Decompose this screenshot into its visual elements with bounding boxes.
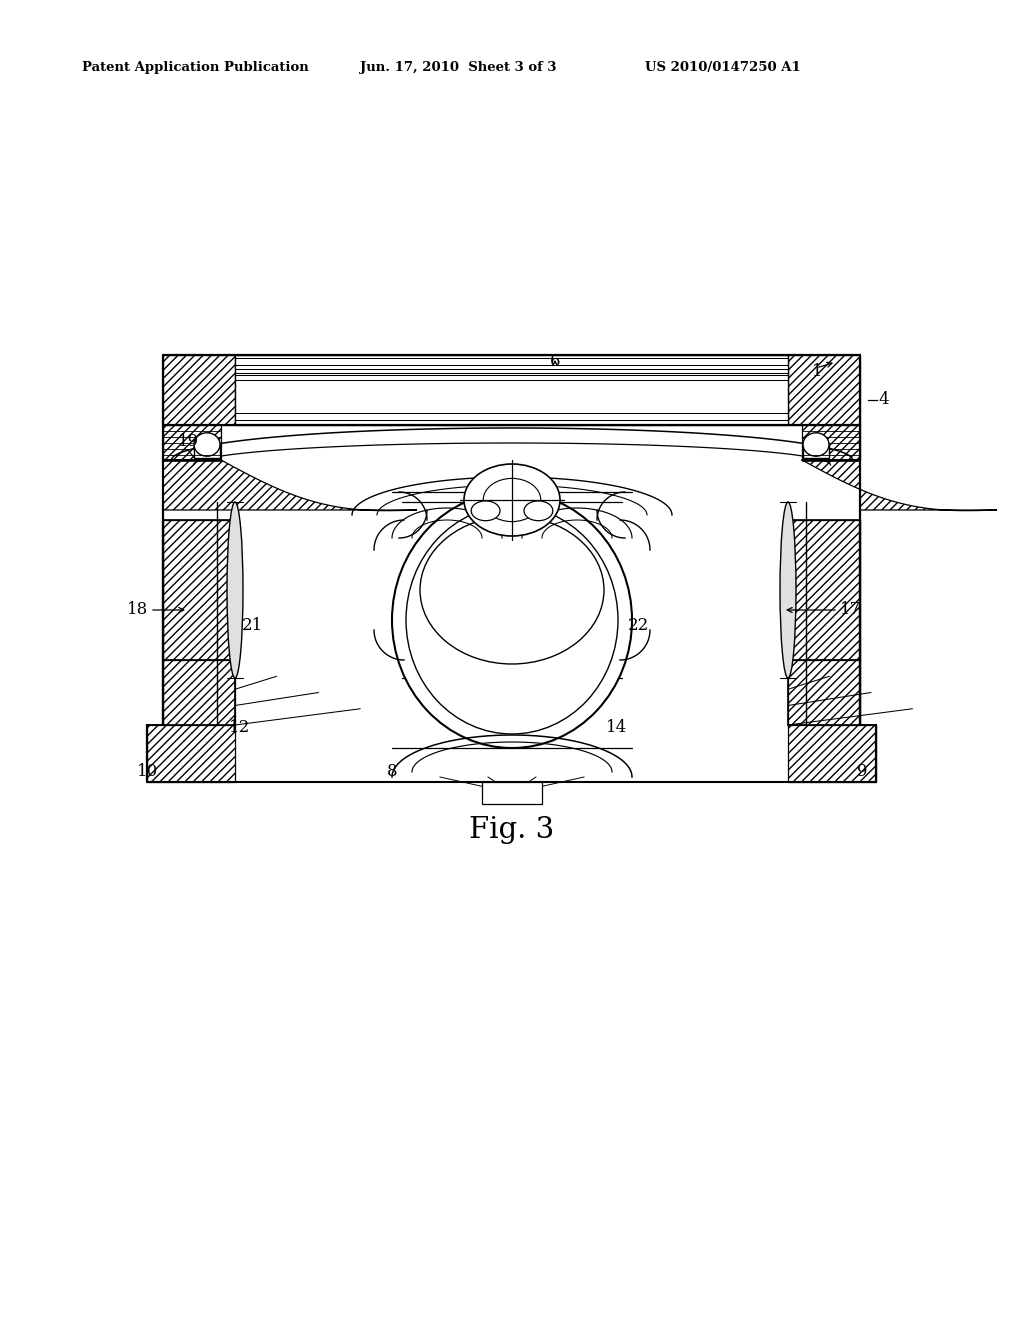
Text: 22: 22 <box>628 616 648 634</box>
Polygon shape <box>482 781 542 804</box>
Ellipse shape <box>464 465 560 536</box>
Text: Patent Application Publication: Patent Application Publication <box>82 62 309 74</box>
Polygon shape <box>163 355 234 425</box>
Ellipse shape <box>471 500 500 520</box>
Text: 6: 6 <box>550 352 560 370</box>
Text: 9: 9 <box>857 763 867 780</box>
Text: US 2010/0147250 A1: US 2010/0147250 A1 <box>645 62 801 74</box>
Ellipse shape <box>524 500 553 520</box>
Polygon shape <box>802 459 997 511</box>
Text: Fig. 3: Fig. 3 <box>469 816 555 843</box>
Text: 4: 4 <box>878 392 889 408</box>
Polygon shape <box>163 520 234 660</box>
Text: Jun. 17, 2010  Sheet 3 of 3: Jun. 17, 2010 Sheet 3 of 3 <box>360 62 556 74</box>
Text: 14: 14 <box>606 719 628 737</box>
Polygon shape <box>803 445 829 458</box>
Text: 19: 19 <box>177 433 199 450</box>
Text: 8: 8 <box>387 763 397 780</box>
Ellipse shape <box>227 502 243 678</box>
Text: 17: 17 <box>840 602 861 619</box>
Polygon shape <box>802 425 860 459</box>
Polygon shape <box>163 660 234 725</box>
Polygon shape <box>788 520 860 660</box>
Polygon shape <box>788 355 860 425</box>
Polygon shape <box>788 660 860 725</box>
Text: 18: 18 <box>127 602 148 619</box>
Text: 1: 1 <box>812 363 822 380</box>
Ellipse shape <box>780 502 796 678</box>
Ellipse shape <box>402 502 622 678</box>
Polygon shape <box>163 425 221 459</box>
Polygon shape <box>234 355 788 425</box>
Ellipse shape <box>194 433 220 457</box>
Text: 10: 10 <box>137 763 159 780</box>
Text: 21: 21 <box>242 616 262 634</box>
Polygon shape <box>163 459 417 511</box>
Polygon shape <box>147 725 234 781</box>
Text: 12: 12 <box>229 719 251 737</box>
Ellipse shape <box>803 433 829 457</box>
Polygon shape <box>194 445 220 458</box>
Polygon shape <box>788 725 876 781</box>
Ellipse shape <box>392 492 632 748</box>
